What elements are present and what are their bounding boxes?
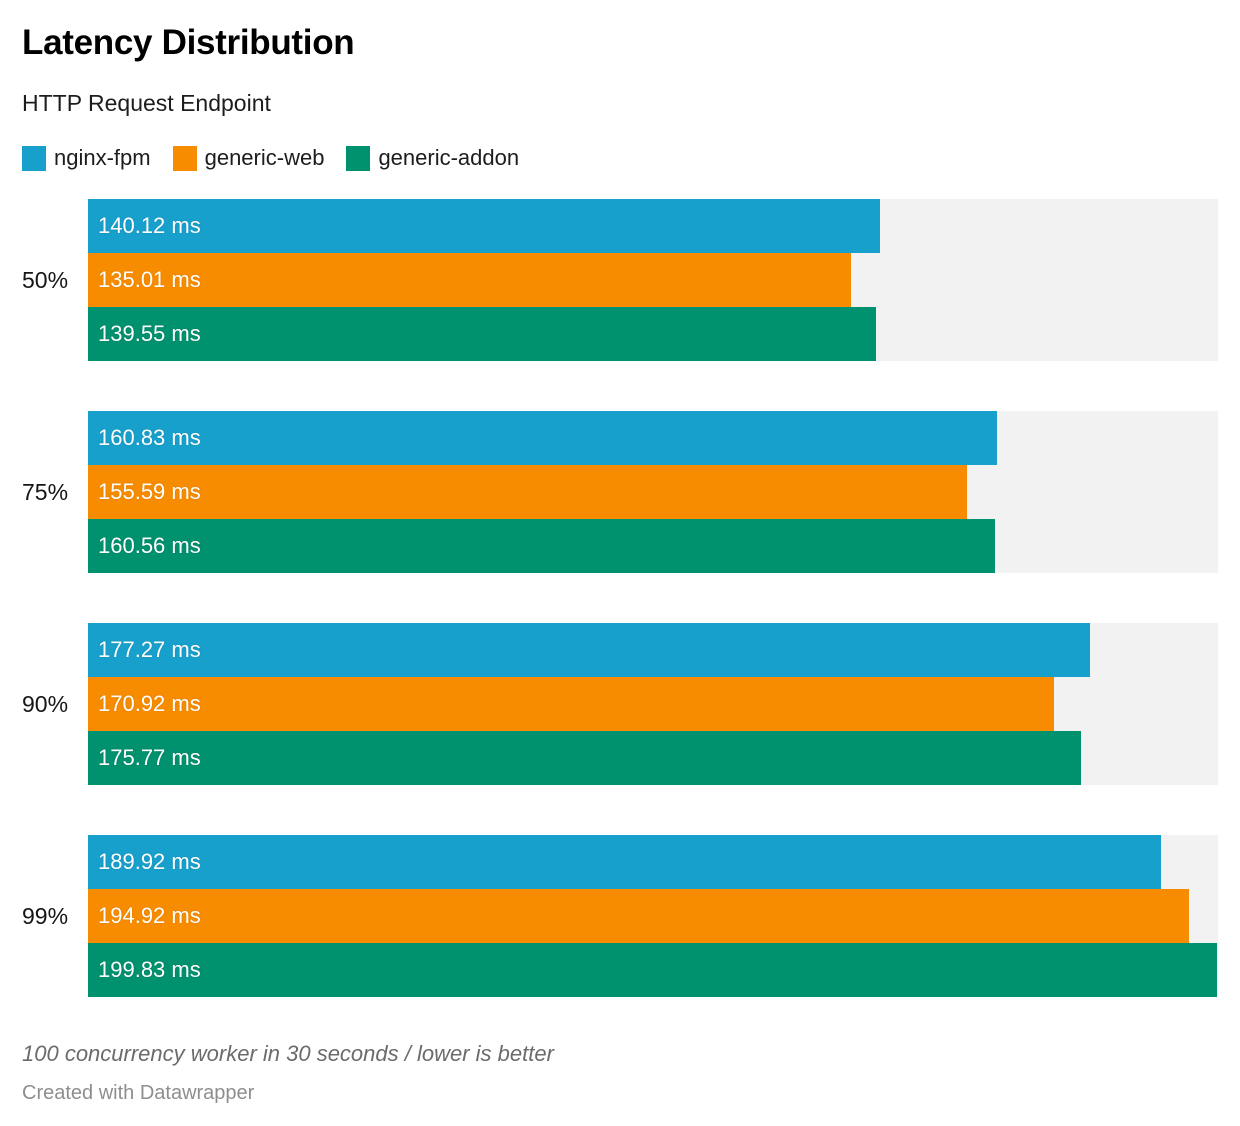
legend-item-generic-addon: generic-addon	[346, 145, 519, 171]
bar-nginx-fpm: 177.27 ms	[88, 623, 1090, 677]
bar-value-label: 155.59 ms	[98, 479, 201, 504]
legend-item-nginx-fpm: nginx-fpm	[22, 145, 151, 171]
bar-value-label: 170.92 ms	[98, 691, 201, 716]
category-label: 90%	[22, 690, 69, 717]
chart-footnote: 100 concurrency worker in 30 seconds / l…	[22, 1041, 554, 1066]
percentile-group-50: 50% 140.12 ms 135.01 ms 139.55 ms	[22, 199, 1218, 361]
bar-chart: 50% 140.12 ms 135.01 ms 139.55 ms 75% 16…	[22, 199, 1218, 997]
bar-track: 177.27 ms 170.92 ms 175.77 ms	[88, 623, 1218, 785]
bar-value-label: 160.56 ms	[98, 533, 201, 558]
bar-track: 189.92 ms 194.92 ms 199.83 ms	[88, 835, 1218, 997]
category-label: 50%	[22, 266, 69, 293]
legend: nginx-fpm generic-web generic-addon	[22, 145, 1218, 171]
bar-generic-addon: 175.77 ms	[88, 731, 1082, 785]
legend-swatch-icon	[172, 145, 197, 171]
legend-item-generic-web: generic-web	[172, 145, 325, 171]
bar-value-label: 139.55 ms	[98, 321, 201, 346]
legend-label: generic-web	[204, 145, 325, 170]
category-label: 75%	[22, 478, 69, 505]
bar-generic-web: 194.92 ms	[88, 889, 1190, 943]
bar-generic-addon: 160.56 ms	[88, 519, 996, 573]
bar-value-label: 177.27 ms	[98, 637, 201, 662]
bar-track: 140.12 ms 135.01 ms 139.55 ms	[88, 199, 1218, 361]
bar-value-label: 194.92 ms	[98, 903, 201, 928]
bar-generic-addon: 139.55 ms	[88, 307, 877, 361]
bar-nginx-fpm: 189.92 ms	[88, 835, 1162, 889]
bar-nginx-fpm: 160.83 ms	[88, 411, 997, 465]
category-label: 99%	[22, 902, 69, 929]
legend-swatch-icon	[346, 145, 371, 171]
chart-container: Latency Distribution HTTP Request Endpoi…	[0, 23, 1240, 1105]
chart-subtitle: HTTP Request Endpoint	[22, 90, 271, 116]
bar-value-label: 135.01 ms	[98, 267, 201, 292]
bar-generic-addon: 199.83 ms	[88, 943, 1218, 997]
bar-track: 160.83 ms 155.59 ms 160.56 ms	[88, 411, 1218, 573]
legend-label: generic-addon	[378, 145, 520, 170]
datawrapper-credit-link[interactable]: Created with Datawrapper	[22, 1082, 255, 1104]
chart-title: Latency Distribution	[22, 23, 355, 62]
legend-swatch-icon	[22, 145, 46, 171]
legend-label: nginx-fpm	[54, 145, 151, 170]
percentile-group-90: 90% 177.27 ms 170.92 ms 175.77 ms	[22, 623, 1218, 785]
bar-value-label: 189.92 ms	[98, 849, 201, 874]
bar-value-label: 140.12 ms	[98, 213, 201, 238]
bar-value-label: 199.83 ms	[98, 957, 201, 982]
bar-generic-web: 155.59 ms	[88, 465, 968, 519]
bar-value-label: 160.83 ms	[98, 425, 201, 450]
bar-generic-web: 170.92 ms	[88, 677, 1054, 731]
bar-generic-web: 135.01 ms	[88, 253, 851, 307]
bar-nginx-fpm: 140.12 ms	[88, 199, 880, 253]
bar-value-label: 175.77 ms	[98, 745, 201, 770]
percentile-group-99: 99% 189.92 ms 194.92 ms 199.83 ms	[22, 835, 1218, 997]
percentile-group-75: 75% 160.83 ms 155.59 ms 160.56 ms	[22, 411, 1218, 573]
